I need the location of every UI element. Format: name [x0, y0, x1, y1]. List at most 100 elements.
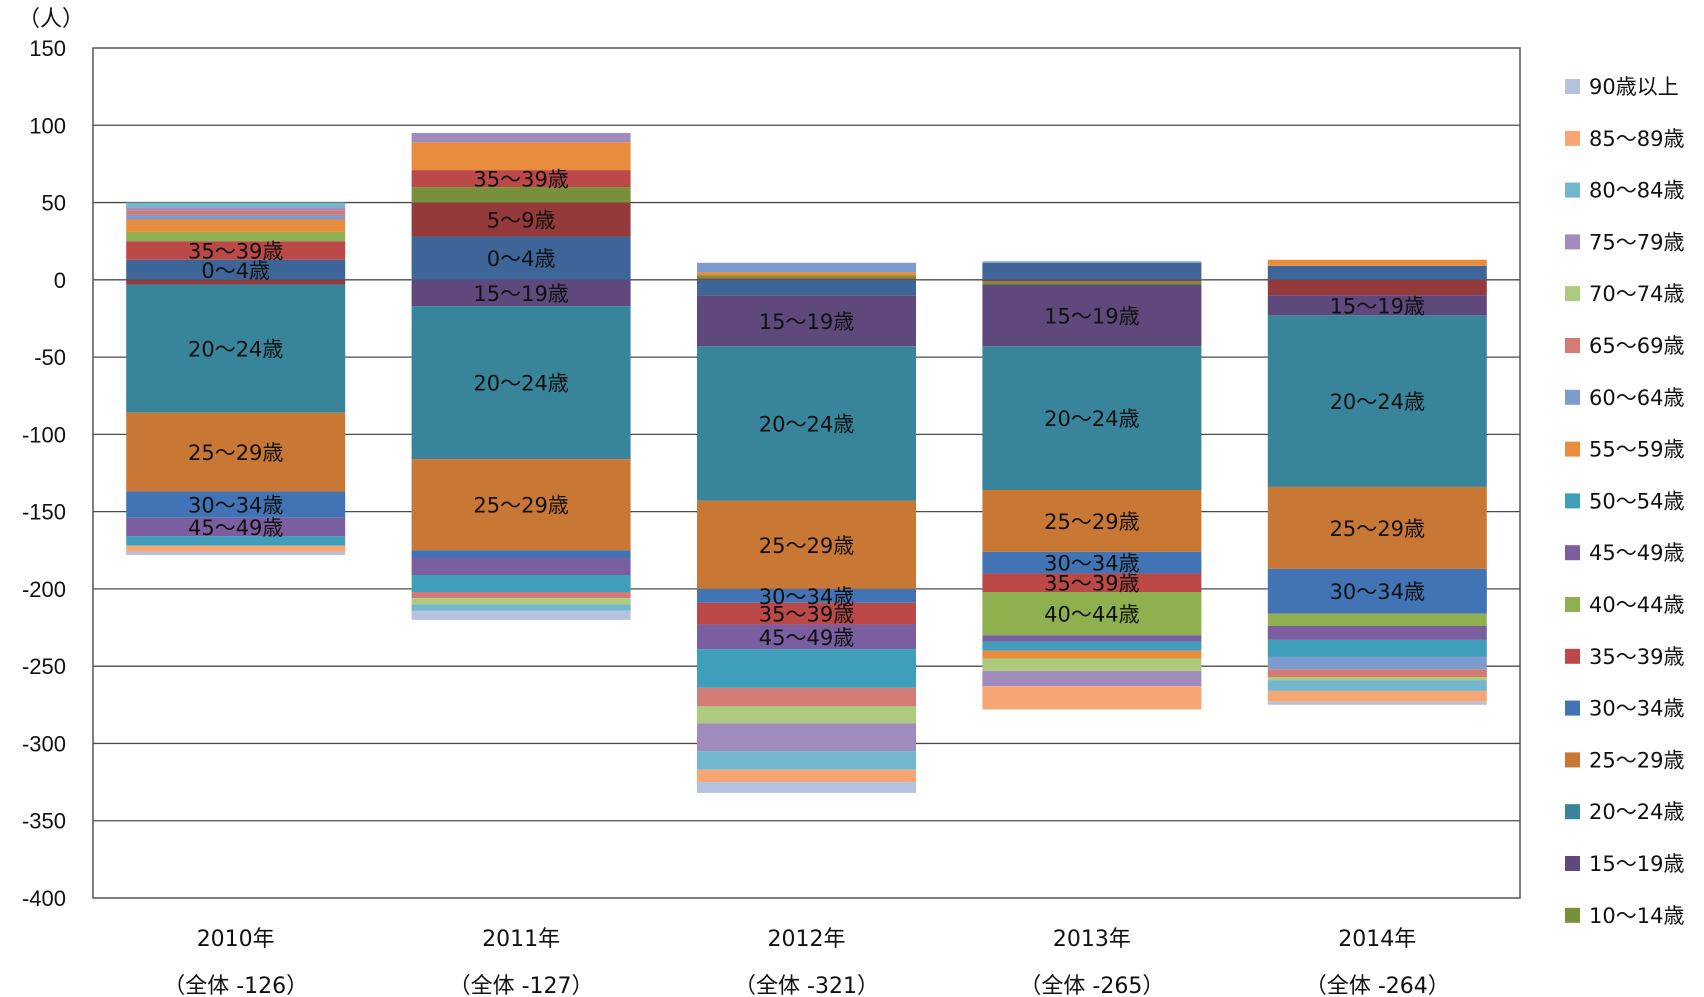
bar-segment: [1267, 486, 1487, 569]
bar-segment: [1267, 568, 1487, 614]
legend-item: 25～29歳: [1565, 748, 1684, 772]
bar-segment: [1267, 690, 1487, 702]
x-category-label: 2012年: [768, 927, 846, 952]
bar-segment: [1267, 259, 1487, 266]
bar-segment: [126, 284, 346, 413]
segment-label: 25～29歳: [473, 494, 568, 518]
legend-swatch: [1565, 493, 1580, 509]
bar-stack: [411, 133, 631, 620]
plot-frame: [92, 47, 1521, 899]
bar-segment: [982, 281, 1202, 285]
bar-segment: [982, 262, 1202, 280]
bar-segment: [126, 412, 346, 492]
legend-swatch: [1565, 130, 1580, 146]
y-tick-label: -350: [22, 809, 66, 834]
bar-segment: [982, 635, 1202, 642]
bar-segment: [411, 187, 631, 203]
bar-segment: [126, 231, 346, 242]
bar-segment: [126, 517, 346, 537]
x-category-label: 2014年: [1338, 927, 1416, 952]
segment-label: 15～19歳: [1044, 304, 1139, 328]
bars: [126, 133, 1487, 793]
bar-stack: [697, 262, 916, 793]
segment-label: 30～34歳: [1044, 552, 1139, 576]
bar-segment: [411, 459, 631, 551]
x-category-total: （全体 -321）: [734, 974, 879, 997]
bar-segment: [411, 279, 631, 307]
bar-segment: [1267, 265, 1487, 280]
legend-item: 30～34歳: [1565, 697, 1684, 721]
legend-item: 40～44歳: [1565, 593, 1684, 617]
segment-label: 40～44歳: [1044, 603, 1139, 627]
bar-segment: [697, 624, 916, 650]
x-category-label: 2010年: [197, 927, 275, 952]
bar-segment: [1267, 295, 1487, 316]
x-category-total: （全体 -264）: [1305, 974, 1450, 997]
bar-segment: [697, 588, 916, 603]
bar-segment: [126, 207, 346, 211]
legend-item: 70～74歳: [1565, 282, 1684, 306]
bar-segment: [697, 687, 916, 707]
legend-swatch: [1565, 856, 1580, 871]
bar-segment: [982, 641, 1202, 651]
bar-segment: [697, 602, 916, 625]
x-category-label: 2011年: [482, 927, 560, 952]
bar-segment: [1267, 279, 1487, 296]
legend-label: 15～19歳: [1589, 852, 1684, 876]
bar-segment: [982, 573, 1202, 592]
bar-segment: [697, 706, 916, 724]
bar-segment: [411, 550, 631, 558]
legend-item: 60～64歳: [1565, 386, 1684, 410]
segment-label: 25～29歳: [759, 534, 854, 558]
segment-label: 20～24歳: [1044, 407, 1139, 431]
y-axis-unit: （人）: [18, 6, 84, 31]
bar-segment: [126, 202, 346, 208]
x-category-total: （全体 -127）: [449, 974, 594, 997]
bar-segment: [126, 545, 346, 552]
legend-item: 85～89歳: [1565, 127, 1684, 151]
legend-label: 45～49歳: [1589, 541, 1684, 565]
segment-label: 5～9歳: [487, 209, 556, 233]
y-axis: （人） 150 100 50 0 -50 -100 -150 -200 -250 -300 -350…: [18, 6, 84, 911]
y-tick-label: 0: [54, 268, 66, 293]
legend-swatch: [1565, 441, 1580, 457]
legend-item: 45～49歳: [1565, 541, 1684, 565]
x-axis: 2010年 （全体 -126） 2011年 （全体 -127） 2012年 （全体 -32…: [163, 927, 1450, 997]
bar-segment: [126, 259, 346, 280]
bar-segment: [411, 202, 631, 237]
bar-segment: [697, 278, 916, 280]
segment-label: 20～24歳: [1330, 390, 1425, 414]
legend-swatch: [1565, 752, 1580, 768]
y-tick-label: -50: [34, 345, 66, 370]
segment-label: 35～39歳: [1044, 572, 1139, 596]
segment-labels: 0～4歳35～39歳20～24歳25～29歳30～34歳45～49歳0～4歳5～…: [188, 168, 1425, 650]
segment-label: 15～19歳: [473, 282, 568, 306]
bar-segment: [411, 558, 631, 575]
legend-swatch: [1565, 286, 1580, 302]
legend-item: 75～79歳: [1565, 230, 1684, 254]
legend-swatch: [1565, 234, 1580, 250]
bar-segment: [411, 142, 631, 171]
bar-segment: [411, 170, 631, 188]
legend-label: 30～34歳: [1589, 697, 1684, 721]
bar-segment: [411, 604, 631, 611]
segment-label: 25～29歳: [1330, 517, 1425, 541]
legend-swatch: [1565, 597, 1580, 612]
segment-label: 0～4歳: [487, 247, 556, 271]
bar-segment: [982, 279, 1202, 282]
bar-segment: [697, 346, 916, 501]
legend-swatch: [1565, 545, 1580, 561]
legend-item: 90歳以上: [1565, 75, 1679, 99]
bar-segment: [411, 610, 631, 620]
legend-item: 55～59歳: [1565, 438, 1684, 462]
bar-segment: [1267, 669, 1487, 677]
bar-segment: [982, 686, 1202, 710]
legend-label: 25～29歳: [1589, 748, 1684, 772]
bar-stack: [126, 202, 346, 555]
bar-segment: [1267, 656, 1487, 670]
bar-segment: [1267, 680, 1487, 691]
bar-segment: [411, 592, 631, 599]
bar-segment: [411, 236, 631, 280]
